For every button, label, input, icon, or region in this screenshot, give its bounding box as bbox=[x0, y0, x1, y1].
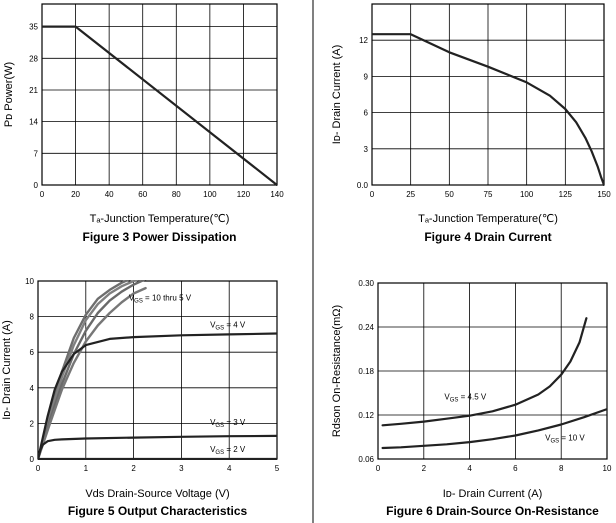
series-line-pd bbox=[42, 25, 277, 186]
y-tick-label: 0.0 bbox=[357, 181, 369, 190]
y-tick-label: 7 bbox=[34, 149, 39, 158]
x-tick-label: 5 bbox=[275, 464, 280, 473]
x-tick-label: 0 bbox=[376, 464, 381, 473]
y-tick-label: 4 bbox=[30, 384, 35, 393]
series-line-vgs-4-5-v bbox=[381, 317, 588, 427]
figure-title: Figure 4 Drain Current bbox=[424, 230, 551, 244]
series-line-vgs-6-v bbox=[38, 280, 147, 460]
x-axis-label: Tₐ-Junction Temperature(℃) bbox=[418, 213, 558, 225]
x-tick-label: 2 bbox=[131, 464, 136, 473]
x-axis-label: Vds Drain-Source Voltage (V) bbox=[85, 488, 229, 500]
y-tick-label: 0.06 bbox=[358, 455, 374, 464]
x-tick-label: 4 bbox=[227, 464, 232, 473]
y-tick-label: 28 bbox=[29, 54, 38, 63]
y-tick-label: 0.30 bbox=[358, 279, 374, 288]
y-tick-label: 0 bbox=[34, 181, 39, 190]
series-annotation: VGS = 10 V bbox=[545, 434, 585, 445]
plot-frame bbox=[41, 3, 278, 186]
output-characteristics-chart: 0 1 2 3 4 5 0 2 4 6 8 10 Vds Drain-Source Voltage (V… bbox=[1, 277, 280, 518]
x-tick-label: 80 bbox=[172, 190, 181, 199]
x-tick-label: 100 bbox=[520, 190, 534, 199]
y-tick-label: 0.18 bbox=[358, 367, 374, 376]
on-resistance-chart: 0 2 4 6 8 10 0.06 0.12 0.18 0.24 0.30 Iᴅ- Drain Cur… bbox=[331, 279, 612, 518]
y-axis-label: Iᴅ- Drain Current (A) bbox=[1, 320, 13, 420]
y-tick-label: 12 bbox=[359, 36, 368, 45]
x-tick-label: 100 bbox=[203, 190, 217, 199]
y-tick-label: 21 bbox=[29, 86, 38, 95]
x-tick-label: 140 bbox=[270, 190, 284, 199]
x-tick-label: 50 bbox=[445, 190, 454, 199]
series-annotation: VGS = 4 V bbox=[210, 320, 246, 331]
x-tick-label: 75 bbox=[484, 190, 493, 199]
series-annotation: VGS = 3 V bbox=[210, 418, 246, 429]
series-line-vgs-3-v bbox=[38, 434, 277, 460]
series-line-vgs-8-v bbox=[38, 280, 142, 460]
series-line-vgs-10-v bbox=[38, 280, 131, 460]
y-tick-label: 2 bbox=[30, 419, 35, 428]
drain-current-chart: 0 25 50 75 100 125 150 0.0 3 6 9 12 Tₐ-Junction Temp… bbox=[331, 3, 611, 244]
plot-frame bbox=[377, 282, 608, 460]
x-tick-label: 6 bbox=[513, 464, 518, 473]
x-tick-label: 60 bbox=[138, 190, 147, 199]
x-axis-label: Tₐ-Junction Temperature(℃) bbox=[90, 213, 230, 225]
series-line-vgs-5-v bbox=[38, 286, 147, 460]
series-line-id bbox=[372, 33, 604, 186]
figure-title: Figure 5 Output Characteristics bbox=[68, 504, 248, 518]
series-annotation: VGS = 10 thru 5 V bbox=[129, 294, 192, 305]
y-axis-label: Pᴅ Power(W) bbox=[3, 62, 15, 127]
y-tick-label: 6 bbox=[364, 109, 369, 118]
x-tick-label: 120 bbox=[237, 190, 251, 199]
x-tick-label: 0 bbox=[36, 464, 41, 473]
x-tick-label: 20 bbox=[71, 190, 80, 199]
x-tick-label: 25 bbox=[406, 190, 415, 199]
series-annotation: VGS = 4.5 V bbox=[444, 393, 486, 404]
y-tick-label: 8 bbox=[30, 313, 35, 322]
series-line-vgs-4-v bbox=[38, 332, 277, 460]
series-annotation: VGS = 2 V bbox=[210, 445, 246, 456]
x-axis-label: Iᴅ- Drain Current (A) bbox=[443, 488, 543, 500]
power-dissipation-chart: 0 20 40 60 80 100 120 140 0 7 14 21 28 35 Tₐ-Junction … bbox=[3, 3, 284, 244]
y-tick-label: 9 bbox=[364, 72, 369, 81]
x-tick-label: 10 bbox=[603, 464, 612, 473]
x-tick-label: 3 bbox=[179, 464, 184, 473]
figure-title: Figure 3 Power Dissipation bbox=[82, 230, 236, 244]
y-axis-label: Rdson On-Resistance(mΩ) bbox=[331, 305, 343, 437]
y-tick-label: 3 bbox=[364, 145, 369, 154]
x-tick-label: 8 bbox=[559, 464, 564, 473]
y-tick-label: 6 bbox=[30, 348, 35, 357]
y-axis-label: Iᴅ- Drain Current (A) bbox=[331, 45, 343, 145]
plot-frame bbox=[371, 3, 605, 186]
y-tick-label: 0.24 bbox=[358, 323, 374, 332]
x-tick-label: 4 bbox=[467, 464, 472, 473]
plot-frame bbox=[37, 280, 278, 460]
y-tick-label: 0 bbox=[30, 455, 35, 464]
x-tick-label: 0 bbox=[370, 190, 375, 199]
x-tick-label: 40 bbox=[105, 190, 114, 199]
x-tick-label: 125 bbox=[559, 190, 573, 199]
y-tick-label: 10 bbox=[25, 277, 34, 286]
series-line-vgs-10-v bbox=[381, 408, 607, 450]
y-tick-label: 14 bbox=[29, 118, 38, 127]
figure-title: Figure 6 Drain-Source On-Resistance bbox=[386, 504, 599, 518]
x-tick-label: 1 bbox=[84, 464, 89, 473]
x-tick-label: 0 bbox=[40, 190, 45, 199]
y-tick-label: 0.12 bbox=[358, 411, 374, 420]
y-tick-label: 35 bbox=[29, 23, 38, 32]
x-tick-label: 2 bbox=[422, 464, 427, 473]
x-tick-label: 150 bbox=[597, 190, 611, 199]
